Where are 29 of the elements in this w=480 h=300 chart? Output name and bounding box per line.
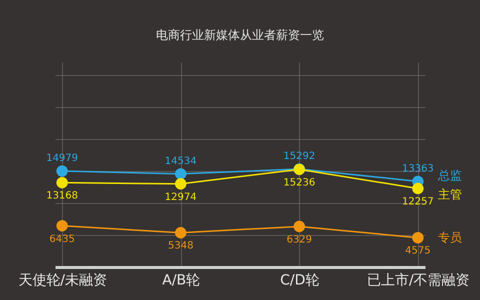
x-tick-label: 天使轮/未融资 [18, 272, 107, 288]
chart-title: 电商行业新媒体从业者薪资一览 [156, 28, 324, 42]
data-label: 12974 [164, 192, 197, 203]
x-tick-label: 已上市/不需融资 [367, 272, 470, 288]
series-label: 总监 [436, 168, 462, 182]
series-label: 专员 [438, 230, 462, 245]
point [294, 220, 305, 232]
data-label: 6435 [49, 234, 75, 245]
data-label: 5348 [168, 240, 194, 252]
point [175, 168, 186, 180]
series-label: 主管 [438, 187, 462, 202]
data-label: 15236 [283, 177, 316, 188]
point [56, 220, 68, 232]
x-tick-label: C/D轮 [280, 272, 320, 288]
point [56, 165, 68, 177]
point [175, 227, 186, 238]
point [412, 232, 424, 244]
data-label: 14979 [46, 153, 78, 164]
x-tick-label: A/B轮 [162, 272, 200, 288]
data-label: 12257 [402, 196, 434, 208]
data-label: 14534 [164, 156, 197, 167]
point [56, 176, 68, 188]
point [412, 182, 424, 194]
point [175, 178, 186, 190]
data-label: 6329 [286, 234, 312, 246]
data-label: 4575 [405, 246, 431, 257]
data-label: 15292 [283, 151, 316, 162]
data-label: 13363 [402, 163, 434, 174]
data-label: 13168 [46, 190, 78, 202]
